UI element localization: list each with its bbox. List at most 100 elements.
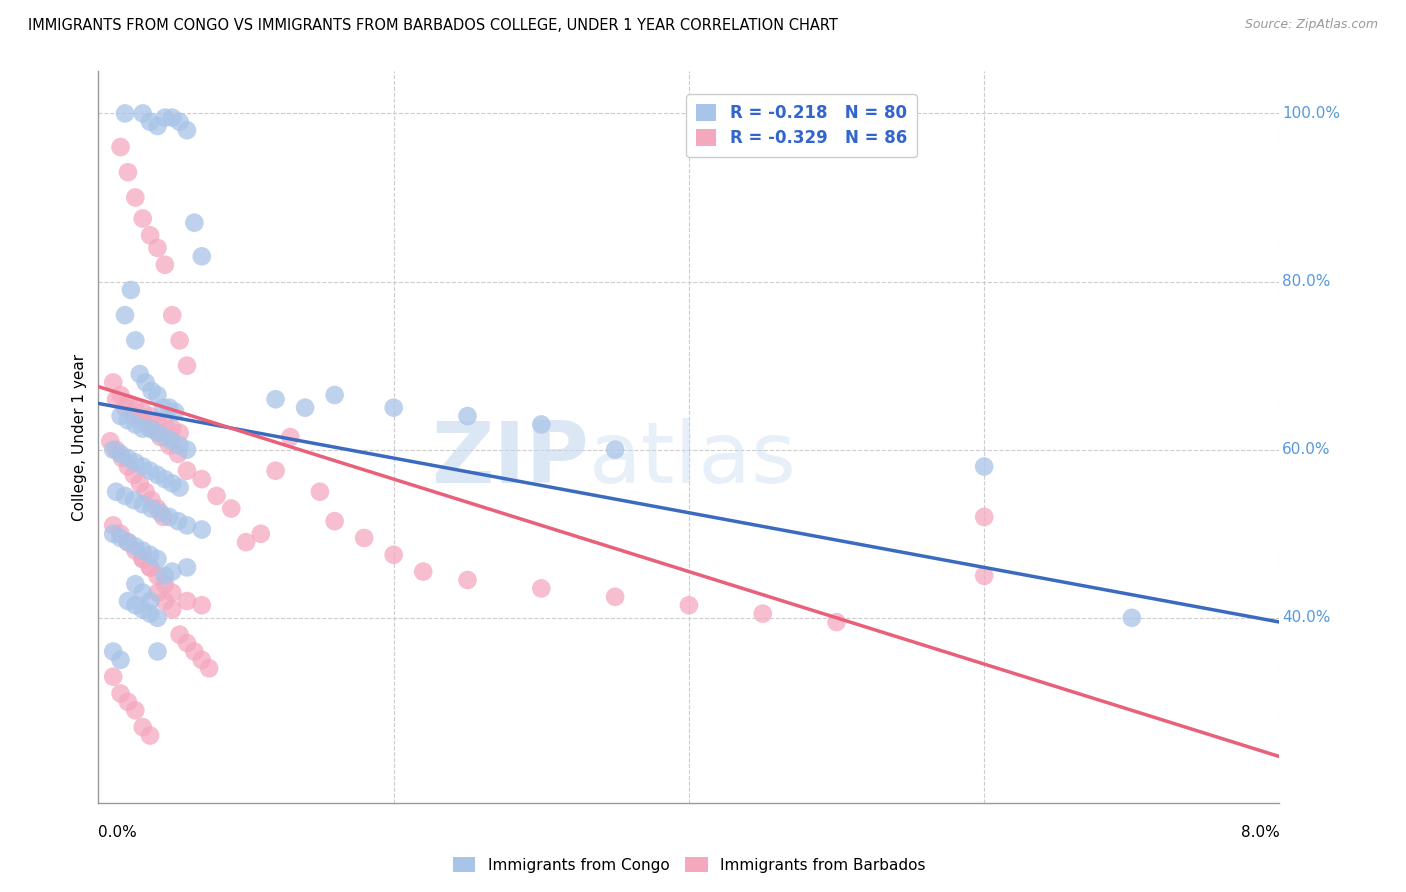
Point bbox=[132, 106, 155, 120]
Point bbox=[139, 729, 162, 743]
Point bbox=[751, 607, 773, 621]
Point bbox=[139, 560, 162, 574]
Point bbox=[124, 703, 146, 717]
Point bbox=[382, 548, 405, 562]
Point bbox=[412, 565, 434, 579]
Point bbox=[530, 417, 553, 432]
Point bbox=[103, 518, 124, 533]
Point bbox=[146, 501, 169, 516]
Point bbox=[114, 308, 136, 322]
Point bbox=[678, 599, 700, 613]
Point bbox=[132, 405, 155, 419]
Text: Source: ZipAtlas.com: Source: ZipAtlas.com bbox=[1244, 18, 1378, 31]
Point bbox=[146, 644, 169, 658]
Text: IMMIGRANTS FROM CONGO VS IMMIGRANTS FROM BARBADOS COLLEGE, UNDER 1 YEAR CORRELAT: IMMIGRANTS FROM CONGO VS IMMIGRANTS FROM… bbox=[28, 18, 838, 33]
Point bbox=[176, 442, 198, 457]
Point bbox=[110, 531, 132, 545]
Point bbox=[146, 241, 169, 255]
Point bbox=[124, 543, 146, 558]
Point bbox=[117, 451, 139, 466]
Point bbox=[132, 585, 155, 599]
Point bbox=[105, 392, 128, 407]
Point bbox=[169, 481, 191, 495]
Point bbox=[278, 430, 301, 444]
Point bbox=[139, 228, 162, 243]
Point bbox=[132, 552, 155, 566]
Point bbox=[169, 438, 191, 452]
Point bbox=[353, 531, 375, 545]
Point bbox=[973, 569, 995, 583]
Point bbox=[146, 425, 169, 440]
Point bbox=[152, 401, 174, 415]
Point bbox=[149, 506, 172, 520]
Point bbox=[132, 720, 155, 734]
Text: 60.0%: 60.0% bbox=[1282, 442, 1330, 458]
Point bbox=[105, 442, 128, 457]
Point bbox=[105, 484, 128, 499]
Point bbox=[146, 611, 169, 625]
Text: 100.0%: 100.0% bbox=[1282, 106, 1340, 121]
Text: 40.0%: 40.0% bbox=[1282, 610, 1330, 625]
Point bbox=[117, 459, 139, 474]
Point bbox=[103, 526, 124, 541]
Point bbox=[219, 501, 242, 516]
Point bbox=[124, 455, 146, 469]
Point bbox=[153, 111, 176, 125]
Point bbox=[98, 434, 121, 449]
Point bbox=[176, 560, 198, 574]
Point bbox=[135, 484, 157, 499]
Point bbox=[103, 376, 124, 390]
Point bbox=[605, 590, 627, 604]
Point bbox=[110, 388, 132, 402]
Point bbox=[149, 430, 172, 444]
Point bbox=[110, 686, 132, 700]
Point bbox=[124, 190, 146, 204]
Point bbox=[110, 526, 132, 541]
Point bbox=[103, 670, 124, 684]
Point bbox=[157, 510, 180, 524]
Point bbox=[191, 653, 214, 667]
Legend: R = -0.218   N = 80, R = -0.329   N = 86: R = -0.218 N = 80, R = -0.329 N = 86 bbox=[686, 95, 917, 157]
Point bbox=[124, 577, 146, 591]
Point bbox=[176, 594, 198, 608]
Point bbox=[264, 464, 287, 478]
Point bbox=[530, 582, 553, 596]
Point bbox=[176, 518, 198, 533]
Point bbox=[117, 535, 139, 549]
Point bbox=[114, 106, 136, 120]
Point bbox=[1121, 611, 1143, 625]
Point bbox=[132, 552, 155, 566]
Point bbox=[117, 165, 139, 179]
Y-axis label: College, Under 1 year: College, Under 1 year bbox=[72, 353, 87, 521]
Text: ZIP: ZIP bbox=[430, 417, 589, 500]
Point bbox=[157, 401, 180, 415]
Point bbox=[250, 526, 273, 541]
Point bbox=[122, 409, 145, 423]
Point bbox=[132, 422, 155, 436]
Point bbox=[308, 484, 332, 499]
Point bbox=[139, 560, 162, 574]
Point bbox=[139, 409, 162, 423]
Point bbox=[139, 594, 162, 608]
Point bbox=[141, 384, 163, 398]
Point bbox=[124, 540, 146, 554]
Point bbox=[162, 565, 183, 579]
Text: 8.0%: 8.0% bbox=[1240, 825, 1279, 839]
Point bbox=[146, 119, 169, 133]
Point bbox=[114, 489, 136, 503]
Point bbox=[162, 308, 183, 322]
Point bbox=[132, 211, 155, 226]
Point bbox=[120, 283, 142, 297]
Point bbox=[176, 123, 198, 137]
Point bbox=[169, 334, 191, 348]
Point bbox=[103, 644, 124, 658]
Point bbox=[191, 523, 214, 537]
Point bbox=[124, 401, 146, 415]
Point bbox=[139, 115, 162, 129]
Point bbox=[146, 467, 169, 482]
Point bbox=[122, 493, 145, 508]
Point bbox=[264, 392, 287, 407]
Point bbox=[162, 434, 183, 449]
Point bbox=[132, 602, 155, 616]
Point bbox=[146, 585, 169, 599]
